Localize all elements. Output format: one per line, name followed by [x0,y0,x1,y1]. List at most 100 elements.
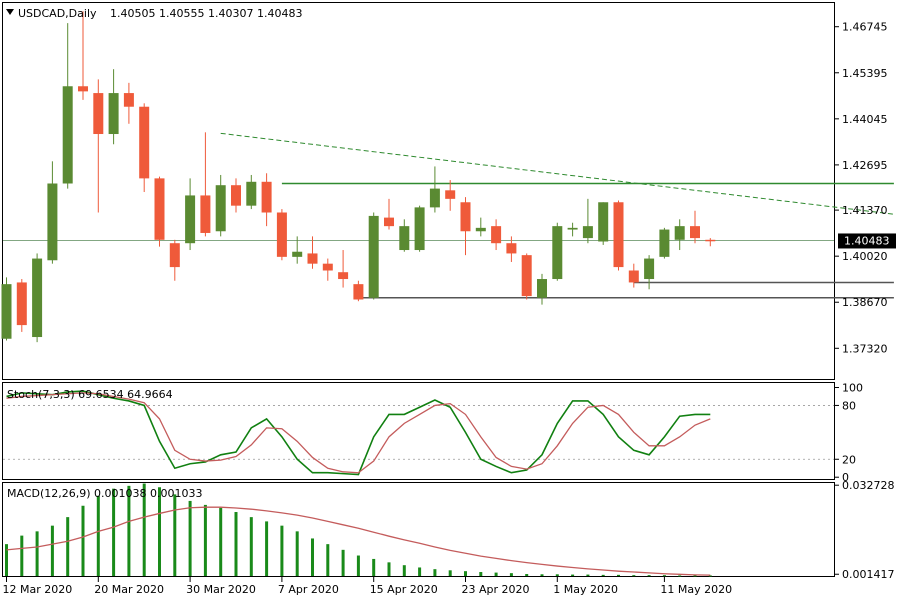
date-tick-label-7: 11 May 2020 [660,583,732,596]
candle-body-35 [537,279,547,298]
macd-bar-16 [249,517,253,576]
candle-body-40 [613,202,624,268]
macd-bar-44 [678,575,682,577]
macd-bar-0 [5,544,8,576]
macd-tick-label-1: 0.001417 [842,568,895,581]
candle-body-42 [644,258,655,280]
candle-body-18 [276,212,287,257]
date-tick-label-5: 23 Apr 2020 [462,583,530,596]
macd-bar-43 [662,575,666,577]
candle-body-24 [368,215,379,298]
candle-body-29 [445,190,456,199]
stoch-signal-line [6,392,711,474]
date-tick-label-3: 7 Apr 2020 [278,583,339,596]
macd-bar-13 [203,504,207,576]
macd-bar-39 [601,574,605,576]
macd-bar-4 [66,517,70,576]
stoch-title: Stoch(7,3,3) 69.6534 64.9664 [7,388,173,401]
macd-bar-32 [494,572,498,576]
macd-signal-line [6,506,711,576]
symbol-dropdown-icon[interactable] [6,9,14,15]
price-tick-label-7: 1.37320 [842,342,888,355]
candle-body-3 [47,183,58,261]
current-price-badge [838,233,896,249]
date-tick-label-0: 12 Mar 2020 [3,583,73,596]
macd-bar-9 [142,483,146,576]
macd-bar-1 [20,535,24,576]
macd-bar-22 [341,549,345,576]
candle-body-25 [384,217,394,227]
candle-body-0 [1,284,12,339]
candle-body-34 [521,255,532,297]
macd-bar-17 [265,521,269,576]
axes: 1.46745 1.45395 1.44045 1.42695 1.41370 1.400… [3,21,895,596]
macd-bar-31 [479,572,483,576]
price-pane-frame [2,2,835,380]
candle-body-31 [475,227,486,232]
candle-body-2 [32,258,43,338]
candle-body-13 [200,195,211,233]
current-price-label: 1.40483 [844,234,890,247]
macd-bar-38 [586,574,590,576]
macd-bar-2 [35,531,39,576]
candle-body-21 [322,263,333,271]
candle-body-32 [491,226,502,244]
price-tick-label-4: 1.41370 [842,204,888,217]
macd-bar-12 [188,500,192,576]
symbol-label[interactable]: USDCAD,Daily [18,7,97,20]
candle-body-7 [108,93,119,135]
price-tick-label-6: 1.38670 [842,296,888,309]
macd-bar-5 [81,505,85,576]
price-tick-label-0: 1.46745 [842,21,888,34]
candle-body-17 [261,181,272,213]
stoch-tick-label-2: 20 [842,453,856,466]
macd-bar-14 [219,507,223,576]
candle-body-30 [460,202,471,232]
candle-body-9 [139,106,150,179]
ohlc-label: 1.40505 1.40555 1.40307 1.40483 [110,7,302,20]
candle-body-8 [123,93,134,107]
price-tick-label-3: 1.42695 [842,159,888,172]
price-pane [1,11,894,343]
candle-body-38 [582,226,593,239]
macd-bar-15 [234,512,238,576]
candle-body-14 [215,185,226,232]
macd-bar-36 [555,574,559,576]
date-tick-label-6: 1 May 2020 [553,583,618,596]
stoch-main-line [6,390,711,476]
date-tick-label-1: 20 Mar 2020 [94,583,164,596]
stoch-tick-label-0: 100 [842,381,863,394]
macd-bar-42 [647,575,651,577]
price-tick-label-5: 1.40020 [842,250,888,263]
candle-body-41 [628,270,639,283]
candle-body-46 [705,239,716,242]
candle-body-37 [567,227,578,230]
macd-bar-28 [433,569,437,576]
macd-bar-45 [693,575,697,577]
stoch-tick-label-1: 80 [842,399,856,412]
candle-body-45 [690,226,700,239]
macd-bar-33 [509,573,513,576]
macd-bar-40 [617,574,620,576]
macd-bar-30 [464,571,467,576]
stoch-tick-label-3: 0 [842,471,849,484]
stoch-pane [3,390,834,476]
macd-bar-11 [173,494,177,576]
candle-body-16 [246,181,257,206]
candle-body-1 [16,282,27,326]
price-tick-label-2: 1.44045 [842,113,888,126]
macd-bar-7 [112,488,116,576]
macd-bar-23 [356,555,360,576]
macd-bar-6 [96,495,100,576]
candle-body-43 [659,229,670,257]
date-tick-label-4: 15 Apr 2020 [370,583,438,596]
macd-bar-34 [525,574,529,576]
macd-pane-frame [2,482,835,577]
candle-body-27 [414,207,425,251]
macd-bar-26 [402,565,406,576]
date-tick-label-2: 30 Mar 2020 [186,583,256,596]
candle-body-5 [78,86,88,92]
macd-bar-19 [295,531,299,576]
